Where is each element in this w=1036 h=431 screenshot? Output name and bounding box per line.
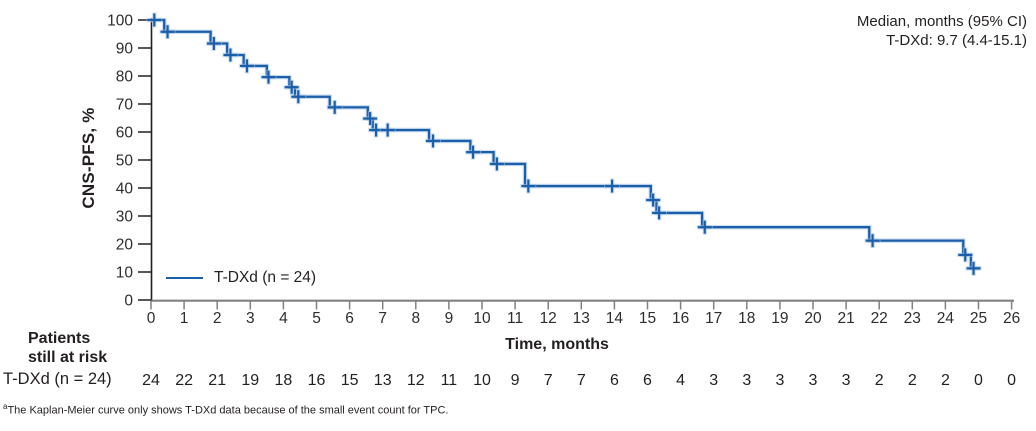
y-tick-label: 40	[116, 181, 134, 198]
km-curve	[151, 18, 981, 270]
x-tick-label: 10	[473, 310, 491, 327]
risk-value: 18	[275, 372, 293, 389]
x-tick-label: 22	[871, 310, 888, 327]
x-tick-label: 7	[378, 310, 387, 327]
risk-value: 16	[308, 372, 326, 389]
risk-value: 0	[974, 372, 983, 389]
x-tick-label: 19	[771, 310, 788, 327]
risk-value: 0	[1007, 372, 1016, 389]
risk-value: 11	[441, 372, 458, 389]
x-tick-label: 24	[937, 310, 955, 327]
risk-header-line1: Patients	[28, 330, 91, 347]
legend: T-DXd (n = 24)	[166, 269, 316, 287]
x-tick-label: 17	[705, 310, 722, 327]
risk-value: 2	[908, 372, 917, 389]
risk-header-line2: still at risk	[28, 349, 108, 366]
y-tick-label: 0	[124, 293, 133, 310]
y-tick-label: 50	[116, 153, 134, 170]
x-tick-label: 9	[445, 310, 454, 327]
x-tick-label: 18	[738, 310, 755, 327]
risk-value: 19	[241, 372, 259, 389]
footnote-text: The Kaplan-Meier curve only shows T-DXd …	[7, 404, 449, 417]
legend-label: T-DXd (n = 24)	[214, 269, 317, 286]
x-tick-label: 21	[837, 310, 854, 327]
footnote: aThe Kaplan-Meier curve only shows T-DXd…	[3, 402, 449, 417]
risk-value: 3	[842, 372, 851, 389]
risk-value: 6	[610, 372, 619, 389]
risk-value: 12	[407, 372, 425, 389]
x-axis-title: Time, months	[505, 336, 609, 353]
x-tick-label: 11	[507, 310, 523, 327]
x-tick-label: 26	[1003, 310, 1020, 327]
x-tick-label: 5	[312, 310, 321, 327]
x-tick-label: 23	[904, 310, 921, 327]
x-tick-label: 4	[279, 310, 288, 327]
risk-value: 3	[775, 372, 784, 389]
risk-value: 3	[709, 372, 718, 389]
y-tick-label: 30	[116, 209, 134, 226]
y-tick-label: 60	[116, 125, 134, 142]
risk-value: 10	[473, 372, 491, 389]
x-tick-label: 6	[345, 310, 354, 327]
x-tick-label: 16	[672, 310, 689, 327]
risk-value: 15	[341, 372, 359, 389]
x-tick-label: 14	[606, 310, 624, 327]
x-tick-label: 0	[147, 310, 156, 327]
x-tick-label: 20	[804, 310, 822, 327]
x-tick-label: 1	[180, 310, 189, 327]
x-tick-label: 12	[540, 310, 557, 327]
median-annotation: Median, months (95% CI) T-DXd: 9.7 (4.4-…	[857, 12, 1027, 50]
median-annotation-line1: Median, months (95% CI)	[856, 13, 1027, 30]
risk-value: 21	[208, 372, 226, 389]
y-tick-label: 10	[116, 265, 134, 282]
risk-value: 4	[676, 372, 685, 389]
risk-value: 24	[142, 372, 160, 389]
x-tick-label: 15	[639, 310, 656, 327]
legend-line-icon	[166, 277, 203, 279]
y-tick-label: 80	[116, 69, 134, 86]
x-tick-label: 8	[411, 310, 420, 327]
x-tick-label: 2	[213, 310, 222, 327]
risk-value: 9	[511, 372, 520, 389]
x-tick-label: 25	[970, 310, 987, 327]
y-axis-title: CNS-PFS, %	[79, 107, 98, 209]
y-tick-label: 90	[116, 41, 134, 58]
risk-value: 3	[742, 372, 751, 389]
x-tick-label: 3	[246, 310, 255, 327]
risk-value: 22	[175, 372, 193, 389]
risk-value: 7	[577, 372, 586, 389]
y-tick-label: 20	[116, 237, 134, 254]
risk-value: 13	[374, 372, 392, 389]
risk-value: 7	[544, 372, 553, 389]
x-tick-label: 13	[573, 310, 590, 327]
risk-header: Patients still at risk	[28, 329, 107, 367]
y-tick-label: 100	[107, 13, 133, 30]
footnote-superscript: a	[3, 402, 8, 411]
risk-value: 6	[643, 372, 652, 389]
km-curve-halo	[151, 17, 981, 271]
risk-value: 3	[809, 372, 818, 389]
risk-value: 2	[875, 372, 884, 389]
median-annotation-line2: T-DXd: 9.7 (4.4-15.1)	[886, 32, 1027, 49]
risk-value: 2	[941, 372, 950, 389]
risk-row-label: T-DXd (n = 24)	[3, 370, 112, 388]
y-tick-label: 70	[116, 97, 134, 114]
